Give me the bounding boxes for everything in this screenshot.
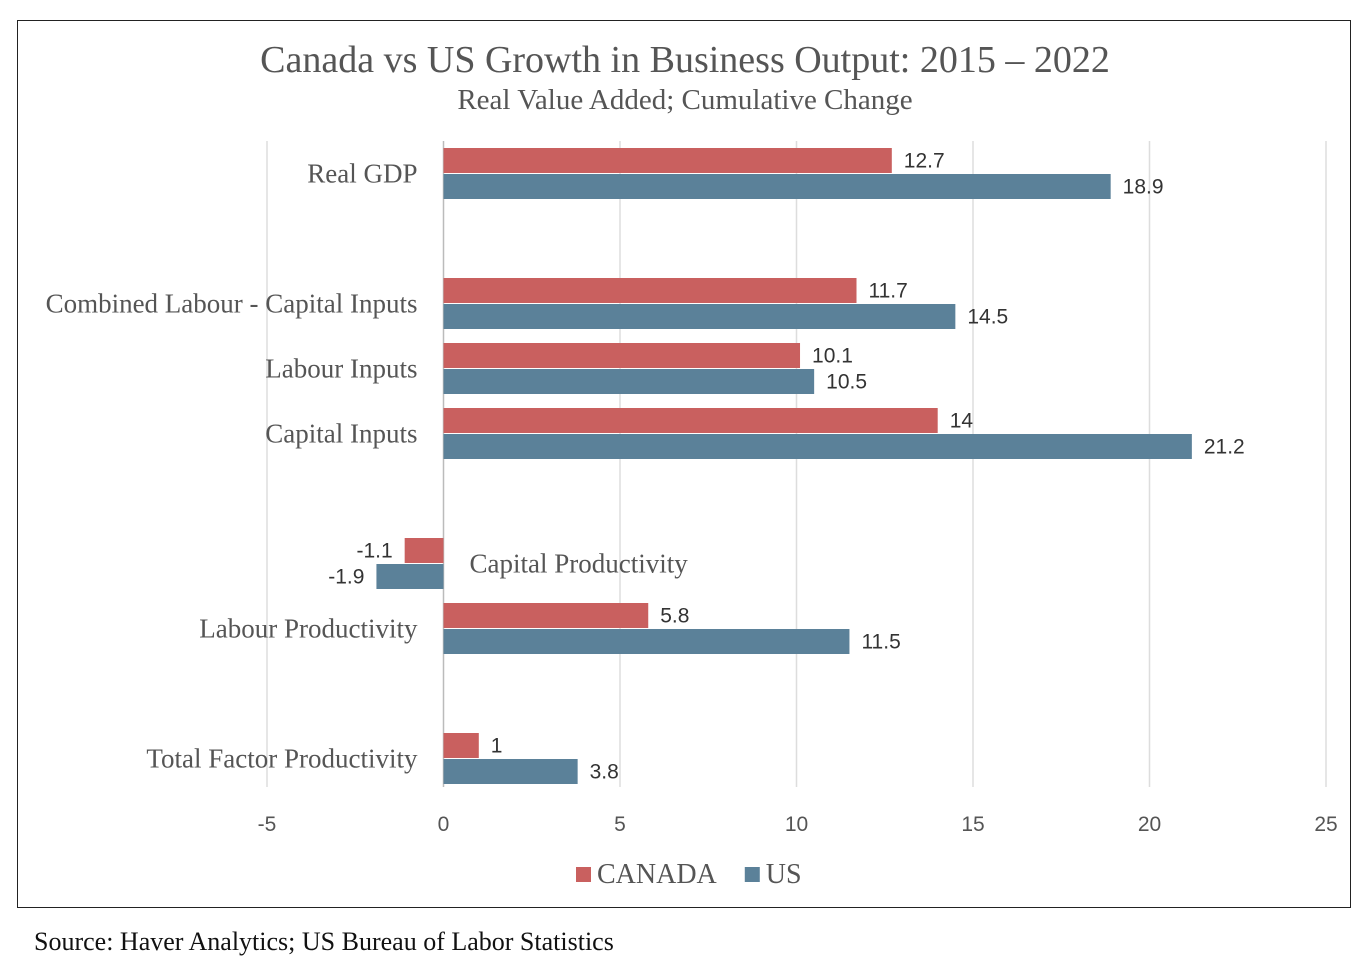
x-tick-label: 25 [1314,813,1337,836]
value-label-us-capital-inputs: 21.2 [1204,436,1245,459]
chart-frame: Canada vs US Growth in Business Output: … [17,20,1351,908]
value-label-canada-real-gdp: 12.7 [904,150,945,173]
bar-us-labour-inputs [443,369,815,394]
chart-canvas: Canada vs US Growth in Business Output: … [46,39,1338,890]
legend-label-canada: CANADA [597,859,718,890]
legend-swatch-canada [576,867,591,882]
x-axis-ticks: -5 0 5 10 15 20 25 [258,813,1338,836]
value-label-canada-combined-labour-capital-inputs: 11.7 [869,280,908,303]
value-label-canada-capital-inputs: 14 [950,410,974,433]
bar-canada-total-factor-productivity [443,733,479,758]
value-label-us-labour-productivity: 11.5 [861,631,900,654]
value-label-canada-labour-inputs: 10.1 [812,345,853,368]
bar-canada-capital-productivity [404,538,444,563]
value-label-us-total-factor-productivity: 3.8 [590,761,619,784]
value-label-us-real-gdp: 18.9 [1123,176,1164,199]
chart-subtitle: Real Value Added; Cumulative Change [457,84,912,116]
labels: 12.7 18.9 Real GDP 11.7 14.5 Combined Labour … [46,150,1245,784]
x-tick-label: -5 [258,813,277,836]
value-label-canada-capital-productivity: -1.1 [356,540,392,563]
x-tick-label: 0 [438,813,450,836]
bar-us-real-gdp [443,174,1111,199]
value-label-us-labour-inputs: 10.5 [826,371,867,394]
category-label-capital-productivity: Capital Productivity [470,549,689,579]
value-label-canada-total-factor-productivity: 1 [491,735,503,758]
bar-canada-labour-inputs [443,343,801,368]
bar-canada-capital-inputs [443,408,938,433]
category-label-real-gdp: Real GDP [307,159,417,189]
x-tick-label: 20 [1138,813,1161,836]
category-label-capital-inputs: Capital Inputs [265,419,417,449]
gridlines [266,141,1327,787]
bar-us-capital-inputs [443,434,1192,459]
category-label-combined-labour-capital-inputs: Combined Labour - Capital Inputs [46,289,418,319]
source-note: Source: Haver Analytics; US Bureau of La… [34,927,614,956]
category-label-labour-productivity: Labour Productivity [199,614,418,644]
bar-canada-real-gdp [443,148,892,173]
bar-us-labour-productivity [443,629,850,654]
bar-canada-combined-labour-capital-inputs [443,278,857,303]
bar-us-capital-productivity [376,564,444,589]
legend-label-us: US [766,859,802,890]
value-label-us-capital-productivity: -1.9 [328,566,364,589]
category-label-labour-inputs: Labour Inputs [265,354,417,384]
x-tick-label: 5 [614,813,626,836]
value-label-canada-labour-productivity: 5.8 [660,605,689,628]
legend: CANADA US [576,859,802,890]
legend-swatch-us [744,867,760,882]
category-label-total-factor-productivity: Total Factor Productivity [146,744,418,774]
bar-canada-labour-productivity [443,603,649,628]
x-tick-label: 15 [961,813,984,836]
bar-us-combined-labour-capital-inputs [443,304,956,329]
bar-us-total-factor-productivity [443,759,578,784]
chart-title: Canada vs US Growth in Business Output: … [260,39,1110,81]
bars [376,148,1192,784]
value-label-us-combined-labour-capital-inputs: 14.5 [967,306,1008,329]
x-tick-label: 10 [785,813,808,836]
